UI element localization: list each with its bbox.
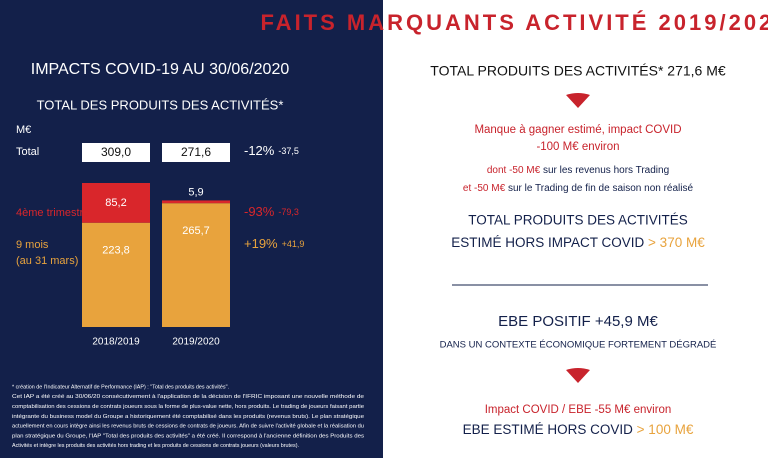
total-box xyxy=(82,143,150,162)
arrow-icon xyxy=(566,368,590,383)
detail-line: dont -50 M€ sur les revenus hors Trading xyxy=(487,165,669,176)
footnote-line: intégrante du business model du Groupe a… xyxy=(12,414,364,420)
footnote-line: actuellement en cours intègre ainsi les … xyxy=(12,424,364,430)
loss-line: Manque à gagner estimé, impact COVID xyxy=(474,124,681,136)
footnote-line: * création de l'Indicateur Alternatif de… xyxy=(12,384,229,390)
total-change-abs: -37,5 xyxy=(278,146,299,156)
footnote-line: plan stratégique du Groupe, l'IAP "Total… xyxy=(12,433,364,439)
series-name: 4ème trimestre xyxy=(16,207,89,219)
series-change-abs: +41,9 xyxy=(282,239,305,249)
estimate-text: ESTIMÉ HORS IMPACT COVID xyxy=(451,235,644,250)
arrow-icon xyxy=(566,93,590,108)
footnote-line: Cet IAP a été créé au 30/06/20 consécuti… xyxy=(12,394,364,400)
series-note: (au 31 mars) xyxy=(16,255,78,267)
unit: M€ xyxy=(16,124,31,136)
total-products: TOTAL PRODUITS DES ACTIVITÉS* 271,6 M€ xyxy=(430,63,726,79)
ebe-estimate: EBE ESTIMÉ HORS COVID > 100 M€ xyxy=(463,422,694,437)
x-tick-label: 2018/2019 xyxy=(92,337,140,348)
total-label: 271,6 xyxy=(181,145,211,159)
footnote-line: comptabilisation des cessions de contrat… xyxy=(12,404,364,410)
chart-title: TOTAL DES PRODUITS DES ACTIVITÉS* xyxy=(37,97,284,112)
value-label: 223,8 xyxy=(102,245,130,257)
value-label: 85,2 xyxy=(105,197,126,209)
estimate-line: ESTIMÉ HORS IMPACT COVID > 370 M€ xyxy=(451,235,705,250)
context: DANS UN CONTEXTE ÉCONOMIQUE FORTEMENT DÉ… xyxy=(440,340,717,351)
slide-title: FAITS MARQUANTS ACTIVITÉ 2019/2020 xyxy=(260,10,768,35)
series-change: +19% +41,9 xyxy=(244,236,304,251)
x-tick-label: 2019/2020 xyxy=(172,337,220,348)
estimate-line: TOTAL PRODUITS DES ACTIVITÉS xyxy=(468,213,688,228)
ebe-estimate-value: > 100 M€ xyxy=(633,422,694,437)
total-change-pct: -12% xyxy=(244,143,275,158)
right-panel xyxy=(383,0,768,458)
bar-segment xyxy=(162,203,230,327)
series-change: -93% -79,3 xyxy=(244,204,299,219)
series-change-abs: -79,3 xyxy=(278,207,299,217)
series-change-pct: -93% xyxy=(244,204,275,219)
footnote: * création de l'Indicateur Alternatif de… xyxy=(12,384,364,449)
detail-highlight: et -50 M€ xyxy=(463,183,506,194)
bar-segment xyxy=(82,183,150,223)
detail-text: sur les revenus hors Trading xyxy=(540,165,669,176)
value-label: 265,7 xyxy=(182,225,210,237)
detail-text: sur le Trading de fin de saison non réal… xyxy=(505,183,693,194)
detail-highlight: dont -50 M€ xyxy=(487,165,541,176)
loss-line: -100 M€ environ xyxy=(536,141,619,153)
total-label: Total xyxy=(16,146,39,158)
series-change-pct: +19% xyxy=(244,236,278,251)
footnote-line: Activités et intègre les produits des ac… xyxy=(12,443,299,449)
bar-segment xyxy=(82,222,150,327)
estimate-value: > 370 M€ xyxy=(644,235,705,250)
total-change: -12% -37,5 xyxy=(244,143,299,158)
series-name: 9 mois xyxy=(16,239,49,251)
ebe: EBE POSITIF +45,9 M€ xyxy=(498,313,658,330)
ebe-estimate-text: EBE ESTIMÉ HORS COVID xyxy=(463,422,634,437)
bar-segment xyxy=(162,200,230,204)
left-title: IMPACTS COVID-19 AU 30/06/2020 xyxy=(31,61,290,78)
detail-line: et -50 M€ sur le Trading de fin de saiso… xyxy=(463,183,694,194)
value-label: 5,9 xyxy=(188,186,203,198)
total-box xyxy=(162,143,230,162)
ebe-impact: Impact COVID / EBE -55 M€ environ xyxy=(485,404,672,416)
total-label: 309,0 xyxy=(101,145,131,159)
